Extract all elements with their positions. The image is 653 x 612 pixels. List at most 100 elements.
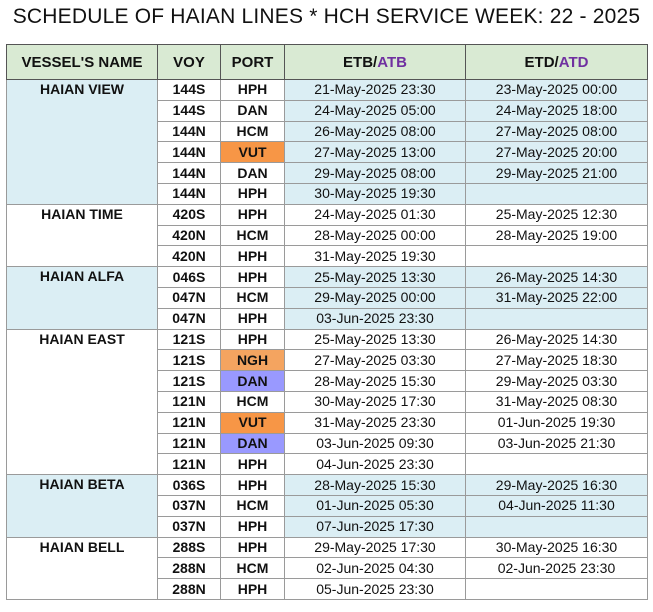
port-cell: HCM (220, 557, 285, 580)
etd-cell: 24-May-2025 18:00 (465, 99, 648, 122)
port-cell: DAN (220, 432, 285, 455)
etd-cell: 04-Jun-2025 11:30 (465, 494, 648, 517)
port-cell: HPH (220, 182, 285, 205)
port-cell: DAN (220, 370, 285, 392)
vessel-name: HAIAN BELL (6, 536, 158, 600)
voyage-cell: 121S (157, 328, 221, 351)
vessel-name: HAIAN VIEW (6, 79, 158, 205)
table-row: HAIAN VIEW 144S HPH 21-May-2025 23:30 23-May… (6, 79, 648, 205)
vessel-name: HAIAN BETA (6, 474, 158, 538)
table-row: 144S DAN 24-May-2025 05:00 24-May-2025 18:0… (7, 99, 648, 122)
port-cell: HPH (220, 474, 285, 496)
header-etd: ETD/ (524, 53, 559, 71)
etd-cell: 01-Jun-2025 19:30 (465, 411, 648, 434)
table-row: 420N HPH 31-May-2025 19:30 (7, 245, 648, 268)
page-title: SCHEDULE OF HAIAN LINES * HCH SERVICE WE… (12, 5, 641, 28)
etd-cell (465, 182, 648, 205)
vessel-group: HAIAN BELL 288S HPH 29-May-2025 17:30 30-May… (6, 536, 648, 600)
etb-cell: 25-May-2025 13:30 (284, 328, 466, 351)
header-voy: VOY (157, 44, 221, 80)
table-row: 121N HPH 04-Jun-2025 23:30 (7, 453, 648, 476)
table-row: 144N DAN 29-May-2025 08:00 29-May-2025 21:0… (7, 162, 648, 184)
voyage-cell: 036S (157, 474, 221, 496)
etb-cell: 28-May-2025 15:30 (284, 370, 466, 392)
etb-cell: 26-May-2025 08:00 (284, 120, 466, 143)
etd-cell: 25-May-2025 12:30 (465, 203, 648, 226)
vessel-group: HAIAN ALFA 046S HPH 25-May-2025 13:30 26-May… (6, 266, 648, 330)
vessel-name: HAIAN TIME (6, 203, 158, 268)
port-cell: HPH (220, 266, 285, 288)
voyage-cell: 144S (157, 79, 221, 101)
port-cell: HPH (220, 453, 285, 476)
etb-cell: 27-May-2025 13:00 (284, 141, 466, 164)
etd-cell: 02-Jun-2025 23:30 (465, 557, 648, 580)
etb-cell: 29-May-2025 17:30 (284, 536, 466, 559)
etb-cell: 30-May-2025 19:30 (284, 182, 466, 205)
port-cell: VUT (220, 141, 285, 164)
etd-cell: 27-May-2025 20:00 (465, 141, 648, 164)
etb-cell: 28-May-2025 00:00 (284, 224, 466, 247)
port-cell: HPH (220, 203, 285, 226)
vessel-group: HAIAN TIME 420S HPH 24-May-2025 01:30 25-May… (6, 203, 648, 268)
etd-cell: 27-May-2025 08:00 (465, 120, 648, 143)
port-cell: HCM (220, 390, 285, 413)
etd-cell: 26-May-2025 14:30 (465, 266, 648, 288)
port-cell: HCM (220, 120, 285, 143)
etb-cell: 03-Jun-2025 09:30 (284, 432, 466, 455)
table-row: 288N HPH 05-Jun-2025 23:30 (7, 578, 648, 600)
etb-cell: 30-May-2025 17:30 (284, 390, 466, 413)
table-row: 121N HCM 30-May-2025 17:30 31-May-2025 08:3… (7, 390, 648, 413)
table-row: HAIAN ALFA 046S HPH 25-May-2025 13:30 26-May… (6, 266, 648, 330)
etd-cell: 31-May-2025 22:00 (465, 286, 648, 309)
header-row: VESSEL'S NAME VOY PORT ETB/ATB ETD/ATD (6, 44, 648, 80)
voyage-cell: 121N (157, 453, 221, 476)
etd-cell (465, 307, 648, 330)
header-vessel: VESSEL'S NAME (6, 44, 158, 80)
etd-cell: 27-May-2025 18:30 (465, 349, 648, 372)
voyage-cell: 288N (157, 557, 221, 580)
table-row: 037N HCM 01-Jun-2025 05:30 04-Jun-2025 11:3… (7, 494, 648, 517)
etd-cell: 26-May-2025 14:30 (465, 328, 648, 351)
voyage-cell: 144N (157, 182, 221, 205)
schedule-table: VESSEL'S NAME VOY PORT ETB/ATB ETD/ATD H… (6, 44, 648, 600)
table-row: 047N HPH 03-Jun-2025 23:30 (7, 307, 648, 330)
vessel-name: HAIAN EAST (6, 328, 158, 476)
port-cell: HPH (220, 307, 285, 330)
etb-cell: 31-May-2025 19:30 (284, 245, 466, 268)
etd-cell (465, 515, 648, 538)
port-cell: HPH (220, 515, 285, 538)
vessel-name: HAIAN ALFA (6, 266, 158, 330)
etd-cell: 30-May-2025 16:30 (465, 536, 648, 559)
table-row: 420N HCM 28-May-2025 00:00 28-May-2025 19:0… (7, 224, 648, 247)
port-cell: HPH (220, 536, 285, 559)
port-cell: DAN (220, 162, 285, 184)
header-etb: ETB/ (343, 53, 378, 71)
table-row: HAIAN BELL 288S HPH 29-May-2025 17:30 30-May… (6, 536, 648, 600)
header-etb-atb: ETB/ATB (284, 44, 466, 80)
etd-cell (465, 453, 648, 476)
voyage-cell: 420N (157, 245, 221, 268)
etb-cell: 04-Jun-2025 23:30 (284, 453, 466, 476)
table-row: HAIAN TIME 420S HPH 24-May-2025 01:30 25-May… (6, 203, 648, 268)
etb-cell: 29-May-2025 00:00 (284, 286, 466, 309)
etd-cell: 03-Jun-2025 21:30 (465, 432, 648, 455)
voyage-cell: 144N (157, 141, 221, 164)
vessel-group: HAIAN VIEW 144S HPH 21-May-2025 23:30 23-May… (6, 79, 648, 205)
etb-cell: 29-May-2025 08:00 (284, 162, 466, 184)
etd-cell (465, 578, 648, 600)
etd-cell: 29-May-2025 16:30 (465, 474, 648, 496)
etb-cell: 24-May-2025 01:30 (284, 203, 466, 226)
port-cell: VUT (220, 411, 285, 434)
port-cell: HCM (220, 494, 285, 517)
etd-cell: 28-May-2025 19:00 (465, 224, 648, 247)
header-port: PORT (220, 44, 285, 80)
etd-cell: 29-May-2025 21:00 (465, 162, 648, 184)
etd-cell: 23-May-2025 00:00 (465, 79, 648, 101)
header-atb: ATB (377, 53, 407, 71)
vessel-group: HAIAN EAST 121S HPH 25-May-2025 13:30 26-May… (6, 328, 648, 476)
voyage-cell: 047N (157, 307, 221, 330)
header-atd: ATD (558, 53, 589, 71)
voyage-cell: 144S (157, 99, 221, 122)
voyage-cell: 121N (157, 432, 221, 455)
table-row: 047N HCM 29-May-2025 00:00 31-May-2025 22:0… (7, 286, 648, 309)
